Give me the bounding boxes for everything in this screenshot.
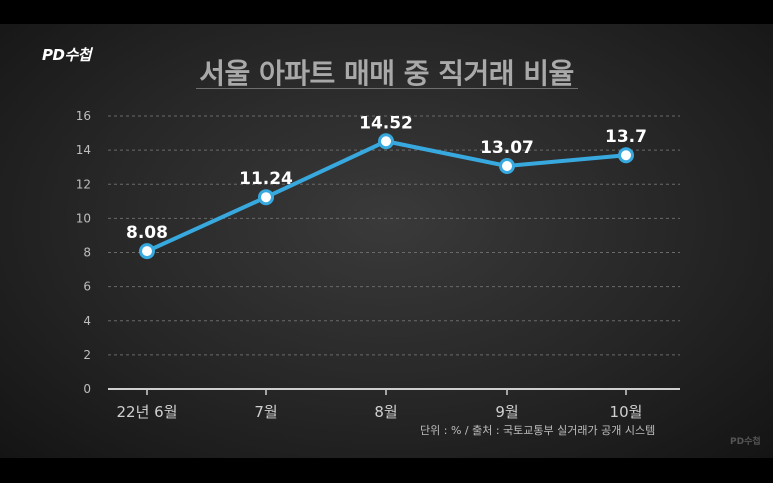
y-tick-label: 2: [83, 348, 91, 362]
data-point: [258, 189, 274, 206]
y-tick-label: 4: [83, 314, 91, 328]
data-label: 11.24: [239, 169, 293, 189]
x-tick-label: 10월: [610, 403, 643, 421]
y-tick-label: 16: [76, 109, 91, 123]
y-tick-label: 14: [76, 143, 91, 157]
x-tick-label: 9월: [495, 403, 518, 421]
data-label: 8.08: [126, 223, 168, 243]
y-tick-label: 8: [83, 246, 91, 260]
data-label: 14.52: [359, 113, 413, 133]
data-label: 13.7: [605, 127, 647, 147]
chart-frame: PD수첩 서울 아파트 매매 중 직거래 비율 0 2 4 6 8 10 12 14 16 22년…: [0, 24, 773, 458]
y-tick-label: 6: [83, 280, 91, 294]
source-note: 단위 : % / 출처 : 국토교통부 실거래가 공개 시스템: [420, 424, 656, 437]
x-tick-label: 7월: [254, 403, 277, 421]
data-point: [139, 243, 155, 260]
y-tick-label: 10: [76, 211, 91, 225]
program-logo: PD수첩: [42, 46, 92, 64]
data-point: [499, 157, 515, 174]
title-underline: [196, 88, 578, 89]
x-tick-label: 22년 6월: [117, 403, 178, 421]
chart-title: 서울 아파트 매매 중 직거래 비율: [199, 57, 574, 90]
y-tick-label: 12: [76, 177, 91, 191]
x-tick-label: 8월: [374, 403, 397, 421]
y-tick-label: 0: [83, 382, 91, 396]
line-chart: 0 2 4 6 8 10 12 14 16 22년 6월 7월 8월 9월 10월 8.08 11.24 14.…: [76, 109, 680, 421]
data-label: 13.07: [480, 138, 534, 158]
watermark-logo: PD수첩: [730, 437, 761, 447]
data-point: [378, 133, 394, 150]
data-point: [618, 147, 634, 164]
series-line: [145, 139, 628, 254]
